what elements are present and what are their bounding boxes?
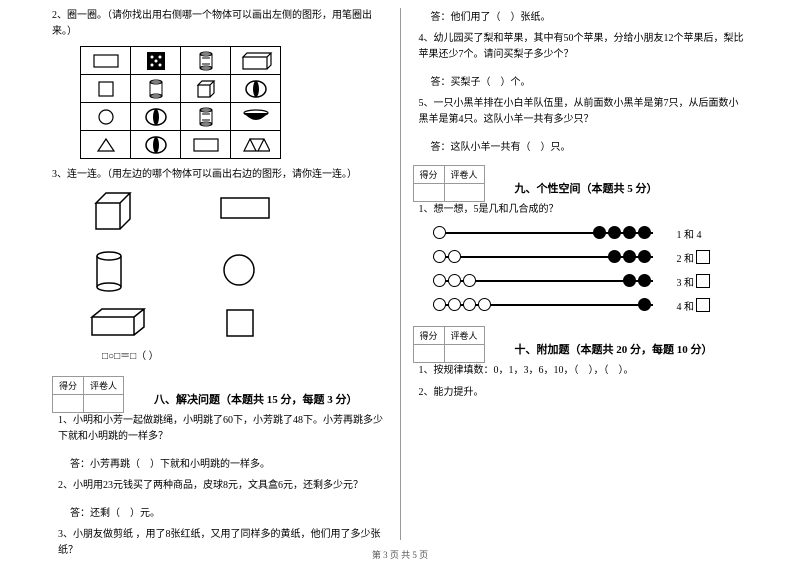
s9-q1: 1、想一想，5是几和几合成的？ xyxy=(419,202,749,218)
section-10-title: 十、附加题（本题共 20 分，每题 10 分） xyxy=(515,341,713,357)
score-box-8: 得分评卷人 xyxy=(52,376,124,413)
bead-open xyxy=(433,226,446,239)
row1-opt3-cuboid xyxy=(231,47,281,75)
left-column: 2、圈一圈。（请你找出用右侧哪一个物体可以画出左侧的图形，用笔圈出来。） xyxy=(40,8,401,540)
s10-q1: 1、按规律填数：0，1，3，6，10，（ ），（ ）。 xyxy=(419,363,749,379)
row3-opt3-bowl xyxy=(231,103,281,131)
bead-open xyxy=(478,298,491,311)
s8-a3: 答：他们用了（ ）张纸。 xyxy=(431,8,749,23)
answer-box xyxy=(696,250,710,264)
right-column: 答：他们用了（ ）张纸。 4、幼儿园买了梨和苹果，其中有50个苹果，分给小朋友1… xyxy=(401,8,761,540)
bead-filled xyxy=(623,250,636,263)
bead-filled xyxy=(638,274,651,287)
bead-filled xyxy=(638,250,651,263)
bead-filled xyxy=(608,250,621,263)
row2-opt1-can xyxy=(131,75,181,103)
bead-filled xyxy=(638,226,651,239)
bead-filled xyxy=(608,226,621,239)
row4-opt1-lens xyxy=(131,131,181,159)
answer-box xyxy=(696,274,710,288)
score-col2: 评卷人 xyxy=(84,377,124,395)
abacus-label: 1 和 4 xyxy=(677,226,702,241)
match-circle xyxy=(222,253,256,287)
bead-filled xyxy=(623,274,636,287)
abacus-row: 2 和 xyxy=(433,248,749,266)
row4-target xyxy=(81,131,131,159)
abacus-label: 3 和 xyxy=(677,274,711,289)
q2-text: 2、圈一圈。（请你找出用右侧哪一个物体可以画出左侧的图形，用笔圈出来。） xyxy=(52,8,388,40)
bead-open xyxy=(448,274,461,287)
row3-opt1-lens xyxy=(131,103,181,131)
row2-target xyxy=(81,75,131,103)
bead-filled xyxy=(623,226,636,239)
s8-q5: 5、一只小黑羊排在小白羊队伍里，从前面数小黑羊是第7只，从后面数小黑羊是第4只。… xyxy=(419,96,749,128)
s8-q2: 2、小明用23元钱买了两种商品，皮球8元，文具盒6元，还剩多少元？ xyxy=(58,478,388,494)
answer-box xyxy=(696,298,710,312)
q3-text: 3、连一连。（用左边的哪个物体可以画出右边的图形，请你连一连。） xyxy=(52,167,388,183)
row1-opt2-can xyxy=(181,47,231,75)
score-col1: 得分 xyxy=(53,377,84,395)
row2-opt2-cube xyxy=(181,75,231,103)
abacus-row: 1 和 4 xyxy=(433,224,749,242)
section-9-title: 九、个性空间（本题共 5 分） xyxy=(515,180,658,196)
s8-q4: 4、幼儿园买了梨和苹果，其中有50个苹果，分给小朋友12个苹果后，梨比苹果还少7… xyxy=(419,31,749,63)
bead-open xyxy=(448,298,461,311)
abacus-diagram: 1 和 4 2 和 3 和 4 和 xyxy=(433,224,749,314)
score-box-10: 得分评卷人 xyxy=(413,326,485,363)
s8-a1: 答：小芳再跳（ ）下就和小明跳的一样多。 xyxy=(70,455,388,470)
bead-filled xyxy=(638,298,651,311)
bead-open xyxy=(448,250,461,263)
shapes-table xyxy=(80,46,281,159)
row4-opt3-prism xyxy=(231,131,281,159)
abacus-row: 4 和 xyxy=(433,296,749,314)
bead-open xyxy=(433,250,446,263)
match-cube xyxy=(90,189,134,233)
bead-open xyxy=(433,298,446,311)
match-shapes-area xyxy=(80,189,360,339)
match-square xyxy=(226,309,254,337)
s8-a4: 答：买梨子（ ）个。 xyxy=(431,73,749,88)
bead-open xyxy=(433,274,446,287)
match-cylinder xyxy=(94,251,124,293)
s8-a5: 答：这队小羊一共有（ ）只。 xyxy=(431,138,749,153)
match-cuboid xyxy=(86,307,148,337)
match-rect xyxy=(220,197,270,219)
s10-q2: 2、能力提升。 xyxy=(419,385,749,401)
bead-open xyxy=(463,298,476,311)
s8-q1: 1、小明和小芳一起做跳绳，小明跳了60下，小芳跳了48下。小芳再跳多少下就和小明… xyxy=(58,413,388,445)
bead-filled xyxy=(593,226,606,239)
row3-opt2-can xyxy=(181,103,231,131)
row2-opt3-lens xyxy=(231,75,281,103)
s8-a2: 答：还剩（ ）元。 xyxy=(70,504,388,519)
bead-open xyxy=(463,274,476,287)
row1-target xyxy=(81,47,131,75)
row1-opt1-dice xyxy=(131,47,181,75)
abacus-row: 3 和 xyxy=(433,272,749,290)
abacus-label: 4 和 xyxy=(677,298,711,313)
formula-blanks: □○□＝□（ ） xyxy=(102,347,388,362)
abacus-label: 2 和 xyxy=(677,250,711,265)
score-box-9: 得分评卷人 xyxy=(413,165,485,202)
row4-opt2-rect xyxy=(181,131,231,159)
section-8-title: 八、解决问题（本题共 15 分，每题 3 分） xyxy=(154,391,358,407)
page-footer: 第 3 页 共 5 页 xyxy=(0,548,800,561)
row3-target xyxy=(81,103,131,131)
